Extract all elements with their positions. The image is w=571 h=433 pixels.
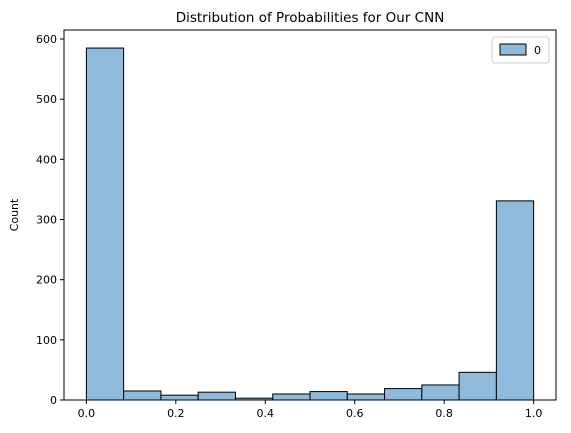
x-axis-ticks: 0.0 0.2 0.4 0.6 0.8 1.0 [78, 400, 543, 420]
histogram-bar [421, 384, 460, 401]
bars-group [85, 47, 535, 401]
histogram-bar [272, 393, 311, 401]
x-tick-label: 0.8 [435, 407, 453, 420]
histogram-bar [384, 388, 423, 401]
y-tick-label: 0 [50, 394, 57, 407]
y-tick-label: 200 [36, 274, 57, 287]
y-tick-label: 300 [36, 214, 57, 227]
histogram-bar [309, 391, 348, 401]
y-tick-label: 400 [36, 153, 57, 166]
histogram-bar [458, 371, 497, 401]
y-tick-label: 100 [36, 334, 57, 347]
legend: 0 [491, 36, 550, 64]
legend-entry-label: 0 [534, 44, 541, 57]
histogram-bar [495, 200, 535, 401]
y-tick-label: 500 [36, 93, 57, 106]
x-tick-label: 0.4 [257, 407, 275, 420]
x-tick-label: 1.0 [525, 407, 543, 420]
histogram-bar [160, 394, 199, 401]
y-tick-label: 600 [36, 33, 57, 46]
x-tick-label: 0.2 [167, 407, 185, 420]
y-axis-ticks: 0 100 200 300 400 500 600 [36, 33, 64, 407]
chart-title: Distribution of Probabilities for Our CN… [176, 10, 445, 26]
legend-swatch [499, 43, 527, 56]
histogram-bar [85, 47, 125, 401]
histogram-bar [197, 391, 236, 401]
plot-frame [63, 29, 557, 401]
histogram-bar [123, 390, 162, 401]
y-axis-label: Count [8, 198, 21, 231]
histogram-bar [346, 393, 386, 401]
x-tick-label: 0.0 [78, 407, 96, 420]
x-tick-label: 0.6 [346, 407, 364, 420]
